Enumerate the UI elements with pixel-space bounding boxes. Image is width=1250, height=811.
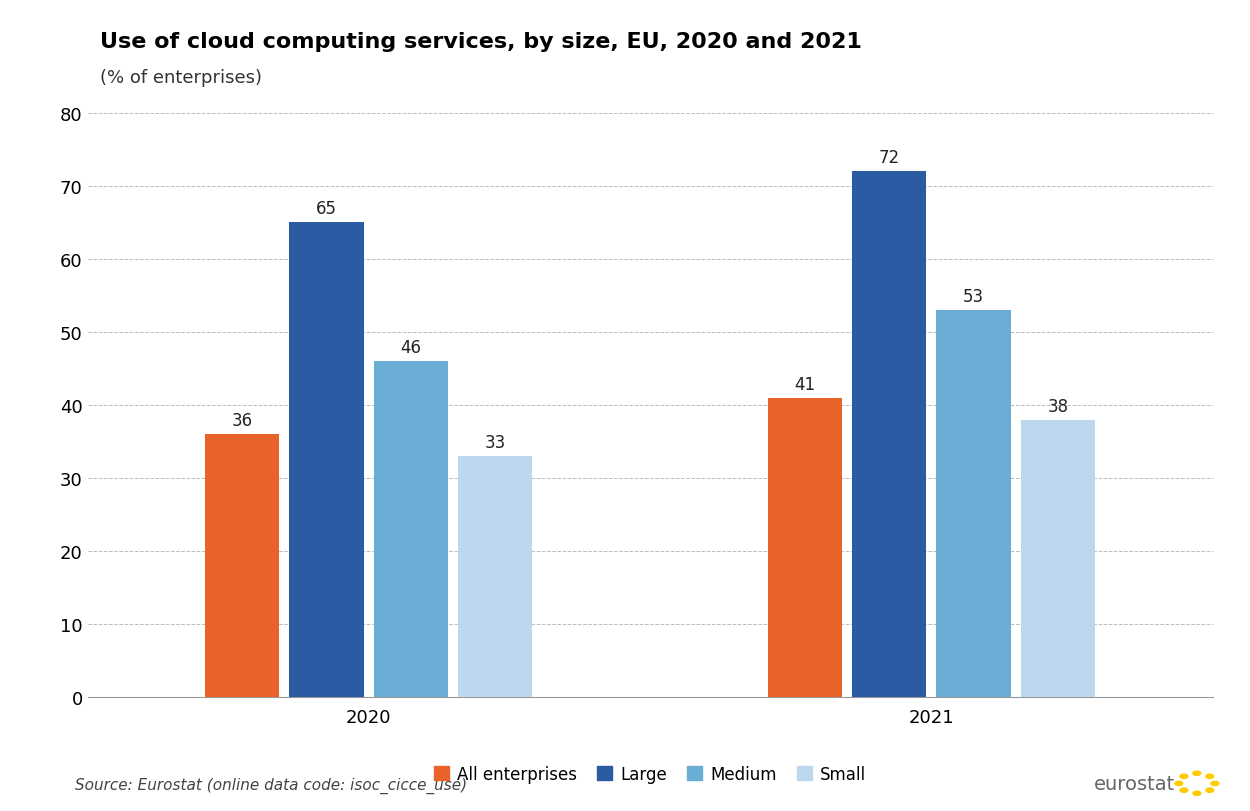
Circle shape: [1175, 781, 1182, 786]
Text: 53: 53: [962, 288, 984, 306]
Text: eurostat: eurostat: [1094, 775, 1175, 793]
Text: (% of enterprises): (% of enterprises): [100, 69, 262, 87]
Bar: [853, 172, 926, 697]
Legend: All enterprises, Large, Medium, Small: All enterprises, Large, Medium, Small: [428, 758, 872, 790]
Text: 38: 38: [1048, 397, 1069, 415]
Bar: [459, 457, 532, 697]
Circle shape: [1206, 775, 1214, 779]
Bar: [290, 223, 364, 697]
Bar: [205, 435, 279, 697]
Text: 46: 46: [400, 339, 421, 357]
Bar: [936, 311, 1010, 697]
Text: 65: 65: [316, 200, 338, 218]
Text: 33: 33: [485, 434, 506, 452]
Bar: [1021, 420, 1095, 697]
Circle shape: [1180, 775, 1188, 779]
Bar: [768, 398, 841, 697]
Circle shape: [1211, 781, 1219, 786]
Circle shape: [1206, 788, 1214, 792]
Bar: [374, 362, 448, 697]
Text: 41: 41: [794, 375, 815, 393]
Text: Source: Eurostat (online data code: isoc_cicce_use): Source: Eurostat (online data code: isoc…: [75, 777, 468, 793]
Text: 72: 72: [879, 149, 900, 167]
Circle shape: [1192, 771, 1201, 775]
Text: Use of cloud computing services, by size, EU, 2020 and 2021: Use of cloud computing services, by size…: [100, 32, 862, 53]
Circle shape: [1192, 792, 1201, 796]
Text: 36: 36: [231, 412, 253, 430]
Circle shape: [1180, 788, 1188, 792]
